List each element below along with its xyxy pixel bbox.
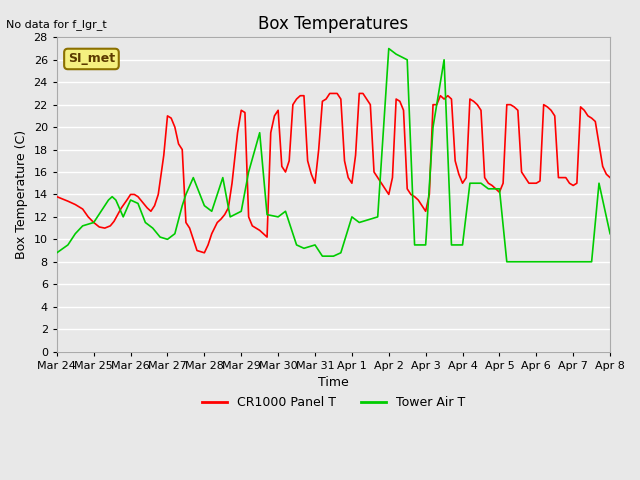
Title: Box Temperatures: Box Temperatures [259, 15, 408, 33]
Text: No data for f_lgr_t: No data for f_lgr_t [6, 19, 107, 30]
X-axis label: Time: Time [318, 376, 349, 389]
Legend: CR1000 Panel T, Tower Air T: CR1000 Panel T, Tower Air T [197, 391, 470, 414]
Text: SI_met: SI_met [68, 52, 115, 65]
Y-axis label: Box Temperature (C): Box Temperature (C) [15, 130, 28, 259]
